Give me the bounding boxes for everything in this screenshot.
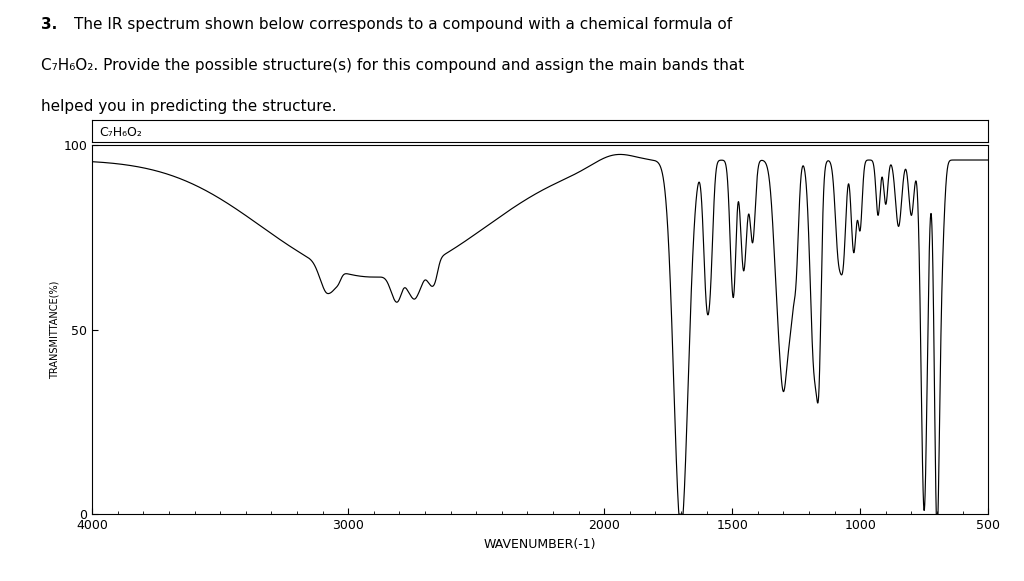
X-axis label: WAVENUMBER(-1): WAVENUMBER(-1): [484, 537, 596, 551]
Text: 3.: 3.: [41, 17, 57, 33]
Text: The IR spectrum shown below corresponds to a compound with a chemical formula of: The IR spectrum shown below corresponds …: [74, 17, 732, 33]
Text: helped you in predicting the structure.: helped you in predicting the structure.: [41, 99, 337, 114]
Text: C₇H₆O₂. Provide the possible structure(s) for this compound and assign the main : C₇H₆O₂. Provide the possible structure(s…: [41, 58, 744, 73]
Text: C₇H₆O₂: C₇H₆O₂: [99, 126, 142, 139]
Y-axis label: TRANSMITTANCE(%): TRANSMITTANCE(%): [49, 281, 59, 379]
